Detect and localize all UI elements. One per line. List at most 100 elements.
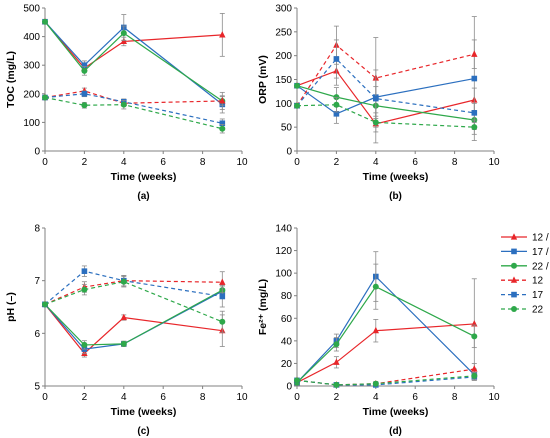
- y-tick-label: 100: [275, 99, 292, 110]
- x-tick-label: 2: [82, 392, 88, 403]
- x-tick-label: 8: [200, 157, 206, 168]
- x-tick-label: 10: [236, 157, 248, 168]
- data-point: [333, 341, 340, 348]
- data-point: [333, 111, 340, 117]
- panel-label: (a): [137, 191, 149, 202]
- series-12-w: [41, 13, 226, 72]
- series-17: [42, 265, 226, 308]
- y-tick-label: 140: [275, 224, 292, 235]
- x-tick-label: 6: [160, 392, 166, 403]
- series-line: [44, 290, 223, 350]
- series-line: [296, 85, 475, 121]
- x-tick-label: 8: [452, 392, 458, 403]
- data-point: [294, 377, 300, 384]
- panel-label: (d): [389, 426, 402, 437]
- y-tick-label: 6: [34, 329, 40, 340]
- data-point: [120, 30, 127, 37]
- x-tick-label: 8: [200, 392, 206, 403]
- y-axis-label: TOC (mg/L): [5, 51, 17, 108]
- legend-entry: 17 / W: [501, 247, 550, 258]
- series-line: [296, 323, 475, 384]
- series-line: [44, 270, 223, 305]
- x-tick-label: 0: [42, 157, 48, 168]
- y-tick-label: 300: [275, 4, 292, 15]
- data-point: [471, 124, 478, 131]
- y-tick-label: 7: [34, 276, 40, 287]
- series-17: [42, 90, 226, 128]
- series-12-w: [293, 278, 478, 386]
- series-line: [44, 21, 223, 69]
- data-point: [471, 333, 478, 340]
- x-tick-label: 2: [334, 157, 340, 168]
- y-tick-label: 200: [23, 89, 40, 100]
- panel-label: (c): [137, 426, 149, 437]
- y-tick-label: 0: [286, 147, 292, 158]
- data-point: [372, 380, 379, 387]
- legend-entry: 22: [501, 305, 544, 316]
- series-line: [44, 21, 223, 105]
- series-22-w: [42, 18, 226, 110]
- legend-entry: 22 / W: [501, 261, 550, 272]
- y-tick-label: 120: [275, 246, 292, 257]
- data-point: [333, 56, 340, 62]
- x-axis-label: Time (weeks): [111, 406, 177, 418]
- panel-label: (b): [389, 191, 402, 202]
- x-tick-label: 6: [160, 157, 166, 168]
- series-line: [44, 96, 223, 130]
- x-axis-label: Time (weeks): [111, 171, 177, 183]
- x-tick-label: 8: [452, 157, 458, 168]
- y-tick-label: 200: [275, 51, 292, 62]
- data-point: [372, 119, 379, 126]
- data-point: [294, 102, 300, 109]
- series-line: [44, 280, 223, 305]
- series-line: [296, 275, 475, 384]
- y-tick-label: 60: [281, 314, 293, 325]
- y-tick-label: 0: [34, 147, 40, 158]
- legend-marker: [511, 291, 517, 298]
- data-point: [471, 75, 478, 82]
- x-tick-label: 6: [412, 157, 418, 168]
- data-point: [42, 94, 48, 101]
- data-point: [120, 278, 127, 285]
- series-line: [296, 368, 475, 386]
- y-tick-label: 100: [23, 118, 40, 129]
- panel-a: 0 100 200 300 400 500 0 2 4 6 8 10 Time (weeks) TOC (…: [5, 4, 248, 203]
- data-point: [219, 318, 226, 325]
- series-line: [44, 303, 223, 355]
- series-line: [296, 375, 475, 386]
- legend-entry: 12 / W: [501, 233, 550, 244]
- data-point: [219, 278, 226, 285]
- x-tick-label: 4: [121, 392, 127, 403]
- series-22: [294, 97, 478, 135]
- data-point: [81, 91, 88, 97]
- x-tick-label: 10: [236, 392, 248, 403]
- data-point: [81, 286, 88, 293]
- data-point: [471, 365, 478, 372]
- y-tick-label: 20: [281, 359, 293, 370]
- y-tick-label: 5: [34, 382, 40, 393]
- series-line: [44, 281, 223, 323]
- y-tick-label: 40: [281, 336, 293, 347]
- x-tick-label: 0: [294, 392, 300, 403]
- legend-entry: 12: [501, 276, 544, 287]
- x-tick-label: 10: [488, 392, 500, 403]
- series-line: [296, 44, 475, 107]
- series-22-w: [294, 263, 478, 386]
- legend-marker: [511, 306, 517, 312]
- data-point: [81, 268, 88, 274]
- y-axis-label: pH (–): [5, 292, 17, 322]
- x-tick-label: 6: [412, 392, 418, 403]
- series-line: [296, 70, 475, 125]
- series-line: [296, 376, 475, 386]
- legend-marker: [510, 276, 518, 283]
- legend-label: 22: [532, 305, 544, 316]
- y-tick-label: 150: [275, 75, 292, 86]
- x-tick-label: 10: [488, 157, 500, 168]
- data-point: [471, 372, 478, 379]
- legend-label: 22 / W: [532, 261, 550, 272]
- series-line: [296, 285, 475, 384]
- series-line: [44, 90, 223, 104]
- panel-d: 0 20 40 60 80 100 120 140 0 2 4 6 8 10 Time (weeks) Fe²…: [257, 224, 500, 438]
- series-22-w: [42, 284, 226, 350]
- y-tick-label: 8: [34, 224, 40, 235]
